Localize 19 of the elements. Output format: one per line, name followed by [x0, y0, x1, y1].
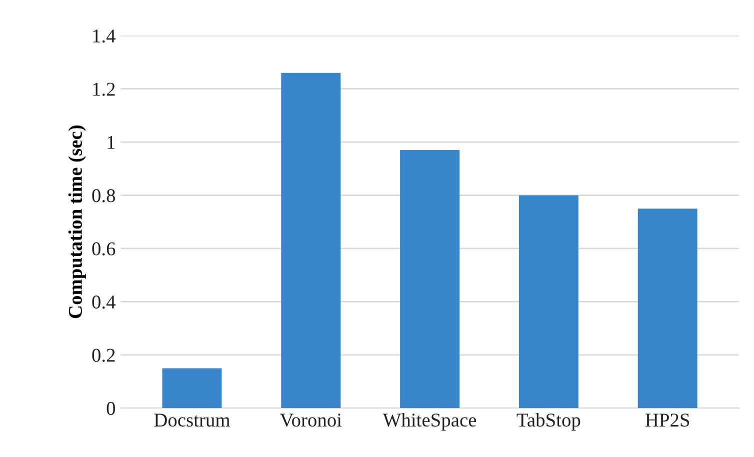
bar [162, 368, 222, 408]
bar [638, 208, 698, 408]
y-tick-label: 0.2 [92, 348, 115, 362]
y-tick-label: 0 [106, 402, 116, 416]
x-tick-label: WhiteSpace [382, 412, 476, 431]
x-tick-label: TabStop [516, 412, 580, 431]
y-tick-label: 0.6 [92, 242, 116, 256]
x-tick-label: Voronoi [280, 414, 342, 427]
bar [281, 72, 341, 408]
y-tick-label: 0.8 [92, 189, 116, 202]
x-tick-label: Docstrum [154, 414, 230, 427]
y-tick-label: 1 [108, 136, 115, 149]
y-tick-label: 1.2 [93, 82, 115, 96]
y-tick-label: 0.4 [92, 296, 116, 309]
bar [400, 150, 460, 408]
bar [518, 195, 578, 408]
y-axis-title: Computation time (sec) [68, 126, 86, 318]
y-tick-label: 1.4 [93, 30, 116, 43]
x-tick-label: HP2S [645, 414, 690, 427]
